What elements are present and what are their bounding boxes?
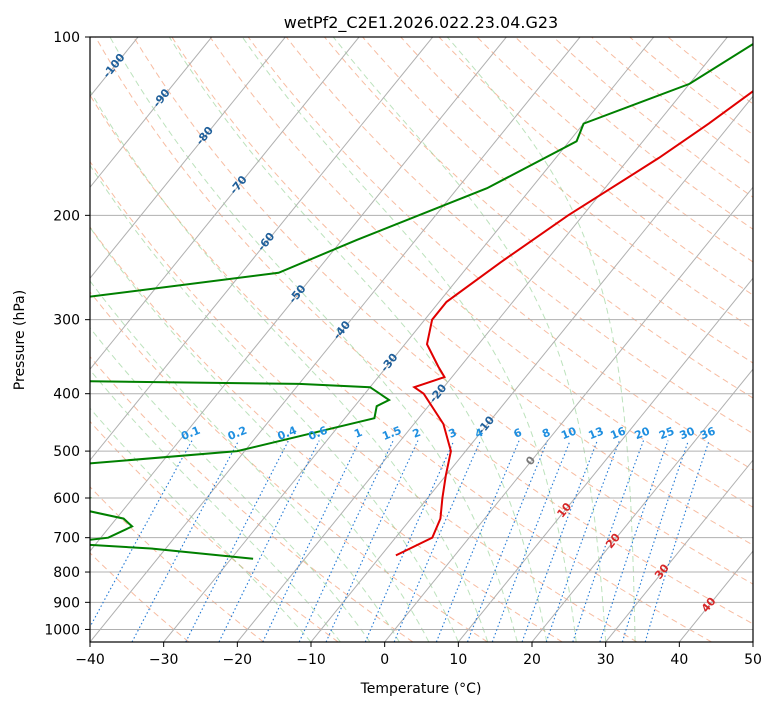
dry-adiabat (553, 37, 753, 198)
dewpoint-profile-line (90, 42, 753, 560)
mixing-ratio-label: 16 (609, 424, 628, 442)
x-tick-label: 0 (380, 652, 389, 668)
dry-adiabat (362, 37, 753, 364)
x-tick-label: −40 (75, 652, 105, 668)
mixing-ratio-label: 2 (411, 426, 423, 441)
chart-title: wetPf2_C2E1.2026.022.23.04.G23 (284, 13, 558, 33)
mixing-ratio-line (364, 440, 455, 642)
moist-adiabat (241, 37, 577, 642)
y-tick-label: 100 (53, 30, 80, 46)
isotherm-gridline (90, 37, 507, 552)
moist-adiabat (109, 37, 518, 642)
dry-adiabat (591, 37, 753, 167)
moist-adiabat (90, 327, 371, 642)
isotherm-gridline (90, 37, 434, 461)
y-tick-label: 1000 (44, 622, 80, 638)
mixing-ratio-label: 1 (352, 426, 364, 441)
mixing-ratio-label: 36 (698, 424, 717, 442)
dry-adiabat (95, 37, 753, 625)
mixing-ratio-label: 30 (678, 424, 697, 442)
isotherm-gridline (90, 37, 581, 642)
dry-adiabat (285, 37, 753, 435)
dry-adiabat (171, 37, 753, 546)
dry-adiabat (90, 420, 339, 642)
y-tick-label: 400 (53, 387, 80, 403)
mixing-ratio-line (298, 440, 394, 642)
mixing-ratio-label: 3 (447, 426, 459, 441)
dry-adiabat (90, 291, 488, 642)
isotherm-gridline (531, 368, 753, 642)
x-tick-label: −30 (149, 652, 179, 668)
moist-adiabat (90, 280, 400, 642)
moist-adiabat (90, 89, 489, 642)
isotherm-gridline (310, 95, 753, 642)
mixing-ratio-label: 25 (657, 424, 676, 442)
dry-adiabat (209, 37, 753, 508)
y-tick-label: 900 (53, 595, 80, 611)
dry-adiabat (90, 226, 563, 642)
y-tick-label: 600 (53, 491, 80, 507)
isotherm-gridline (90, 37, 213, 189)
y-tick-label: 500 (53, 444, 80, 460)
temperature-profile-line (395, 90, 753, 557)
x-tick-label: 50 (744, 652, 762, 668)
x-tick-label: 40 (670, 652, 688, 668)
dry-adiabat (90, 94, 712, 642)
y-axis-label: Pressure (hPa) (12, 290, 28, 390)
y-tick-label: 800 (53, 565, 80, 581)
moist-adiabat (90, 164, 459, 642)
isotherm-gridline (90, 37, 286, 280)
mixing-ratio-line (644, 440, 710, 642)
moist-adiabat (90, 226, 430, 642)
mixing-ratio-line (262, 440, 361, 642)
mixing-ratio-line (393, 440, 481, 642)
dry-adiabat (133, 37, 753, 585)
mixing-ratio-label: 10 (559, 424, 578, 442)
moist-adiabat (446, 37, 636, 642)
x-axis-label: Temperature (°C) (360, 681, 482, 697)
x-tick-label: 30 (597, 652, 615, 668)
moist-adiabat (168, 37, 548, 642)
plot-frame (89, 36, 754, 643)
mixing-ratio-label: 8 (540, 426, 552, 441)
isotherm-gridline (90, 37, 360, 370)
x-tick-label: 10 (449, 652, 467, 668)
dry-adiabat (514, 37, 753, 230)
mixing-ratio-line (599, 440, 669, 642)
x-tick-label: −20 (223, 652, 253, 668)
mixing-ratio-line (185, 440, 289, 642)
mixing-ratio-line (325, 440, 419, 642)
y-tick-label: 200 (53, 208, 80, 224)
dry-adiabat (400, 37, 753, 330)
isotherm-gridline (457, 277, 753, 642)
dry-adiabat (90, 160, 638, 642)
mixing-ratio-label: 20 (633, 424, 652, 442)
mixing-ratio-label: 13 (586, 424, 605, 442)
mixing-ratio-line (435, 440, 520, 642)
mixing-ratio-line (218, 440, 320, 642)
isotherm-gridline (163, 37, 655, 642)
moist-adiabat (90, 369, 341, 642)
mixing-ratio-line (621, 440, 689, 642)
mixing-ratio-line (466, 440, 549, 642)
moist-adiabat (332, 37, 607, 642)
x-tick-label: 20 (523, 652, 541, 668)
x-tick-label: −10 (296, 652, 326, 668)
isotherm-gridline (605, 459, 753, 642)
dry-adiabat (90, 486, 264, 642)
isotherm-gridline (384, 186, 753, 642)
y-tick-label: 300 (53, 313, 80, 329)
y-tick-label: 700 (53, 531, 80, 547)
isotherm-gridline (236, 37, 728, 642)
